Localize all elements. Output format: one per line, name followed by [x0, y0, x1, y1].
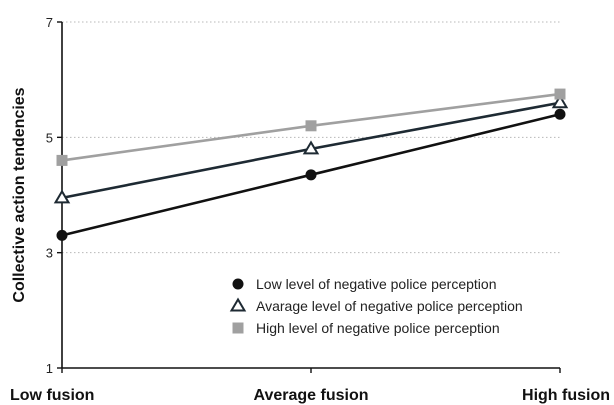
- x-ticks: Low fusion Average fusion High fusion: [10, 368, 610, 404]
- legend: Low level of negative police perception A…: [232, 276, 523, 336]
- data-point: [306, 169, 317, 180]
- axes: [62, 22, 560, 368]
- series-average: [56, 96, 567, 202]
- legend-marker: [232, 300, 245, 311]
- data-point: [555, 89, 566, 100]
- y-tick-label: 7: [46, 15, 53, 30]
- legend-marker: [233, 279, 244, 290]
- y-tick-label: 1: [46, 361, 53, 376]
- series-group: [56, 89, 567, 241]
- y-axis-title: Collective action tendencies: [11, 87, 28, 302]
- x-category-label: Low fusion: [10, 387, 94, 404]
- data-point: [306, 120, 317, 131]
- x-category-label: Average fusion: [254, 387, 369, 404]
- legend-label: Low level of negative police perception: [256, 276, 497, 292]
- legend-label: Avarage level of negative police percept…: [256, 298, 523, 314]
- y-tick-label: 3: [46, 246, 53, 261]
- data-point: [57, 155, 68, 166]
- x-category-label: High fusion: [522, 387, 610, 404]
- data-point: [555, 109, 566, 120]
- y-tick-label: 5: [46, 130, 53, 145]
- legend-marker: [233, 323, 244, 334]
- legend-label: High level of negative police perception: [256, 320, 500, 336]
- data-point: [57, 230, 68, 241]
